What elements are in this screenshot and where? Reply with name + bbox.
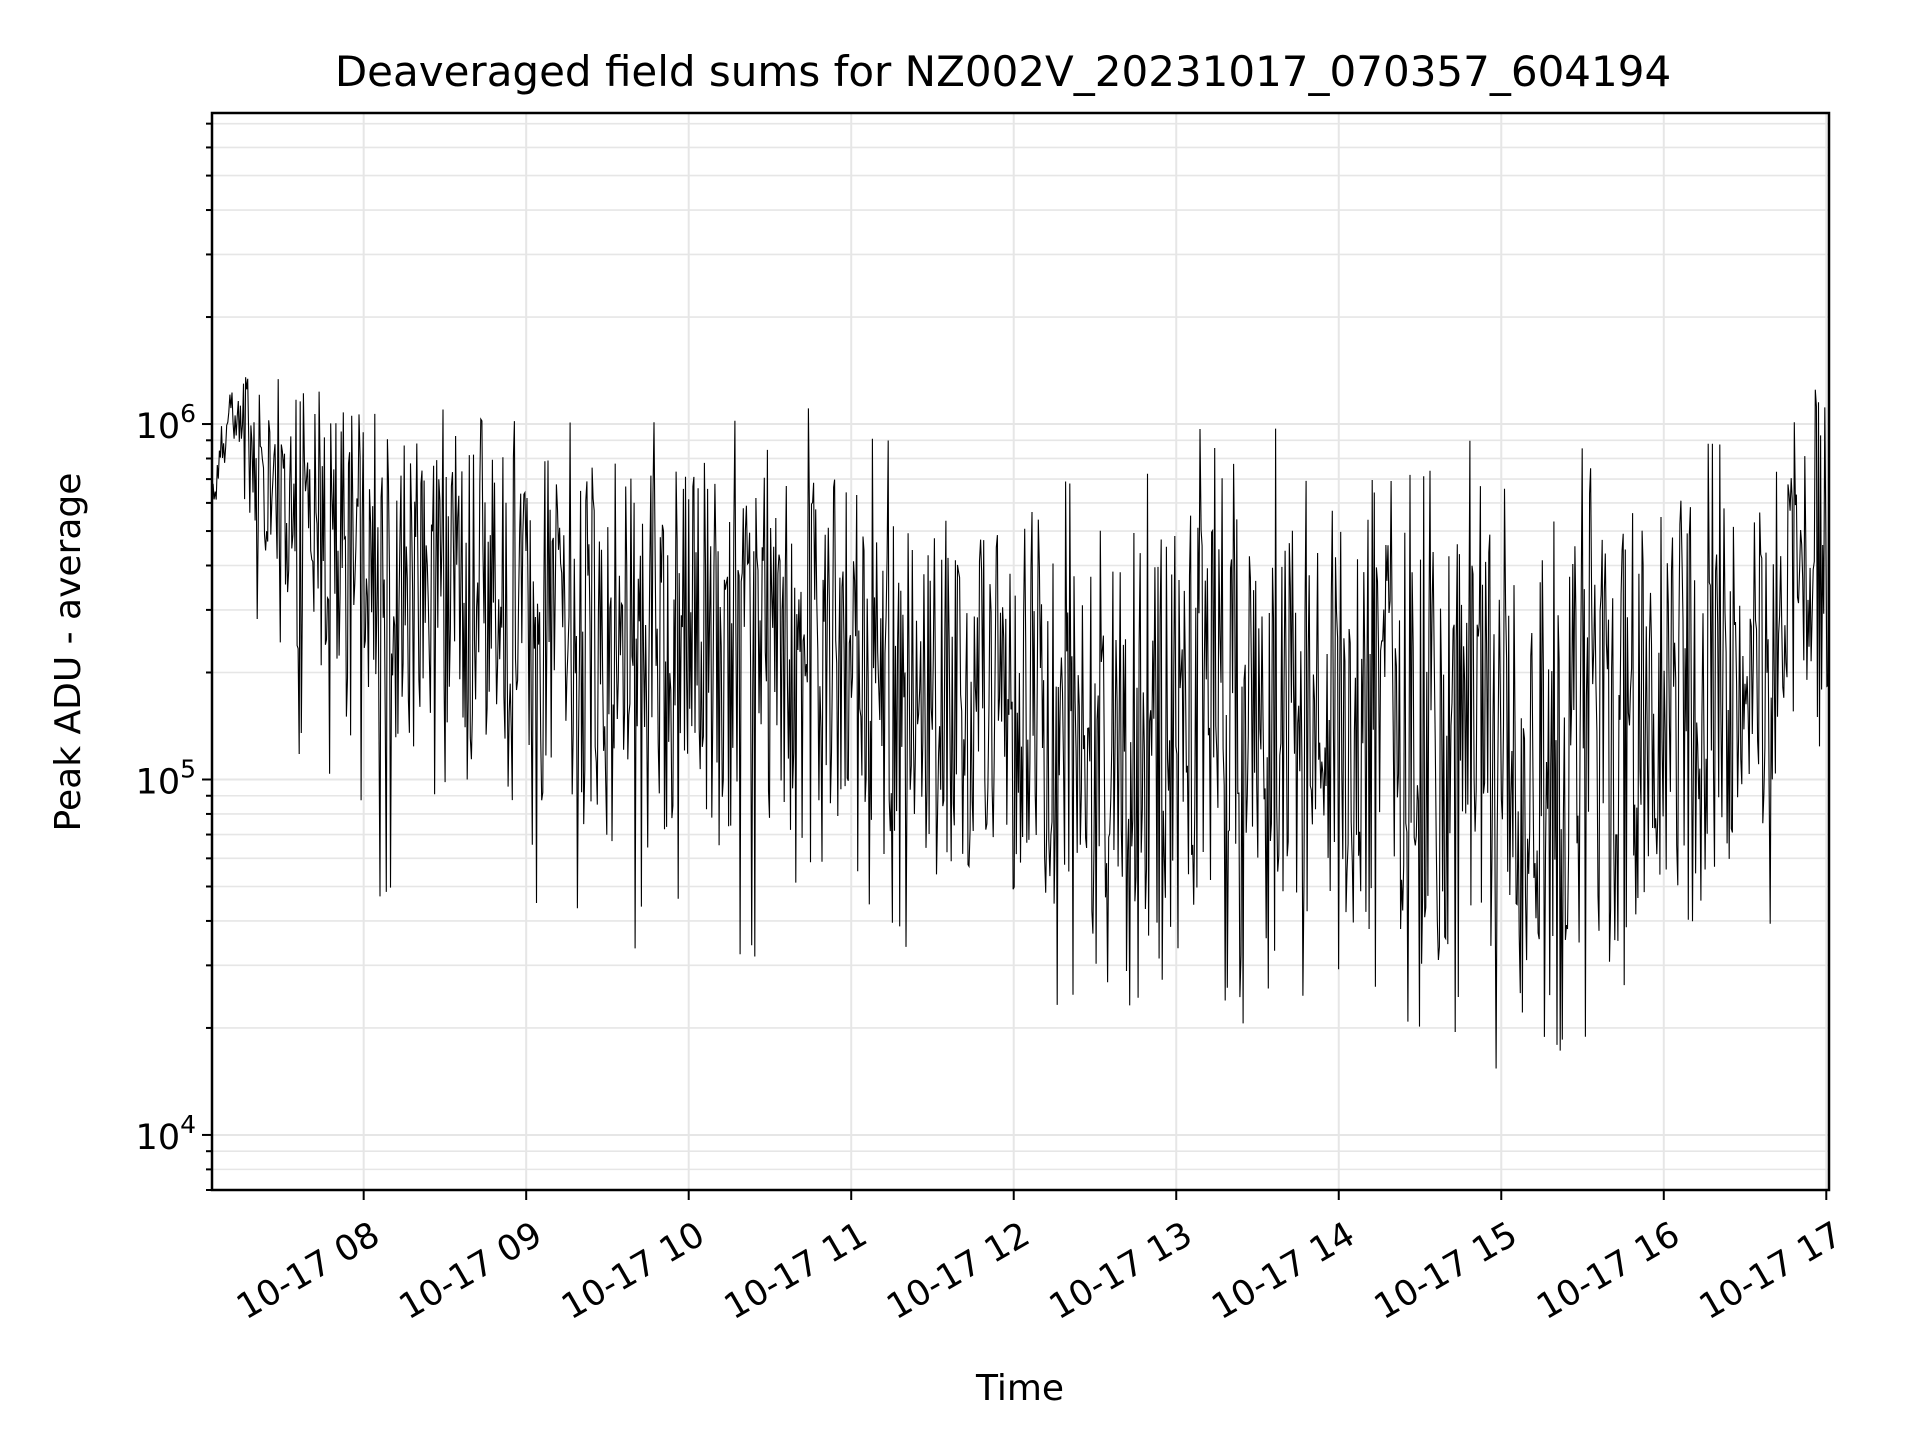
x-tick-label: 10-17 11 bbox=[718, 1215, 874, 1328]
x-tick-label: 10-17 16 bbox=[1530, 1215, 1686, 1328]
y-tick-label: 104 bbox=[136, 1110, 196, 1158]
x-axis-label: Time bbox=[975, 1368, 1064, 1409]
series-line bbox=[211, 373, 1830, 1069]
series-path bbox=[211, 373, 1830, 1069]
y-axis-label: Peak ADU - average bbox=[48, 473, 89, 832]
axis-ticks: 10-17 08 10-17 09 10-17 10 10-17 11 10-17 12… bbox=[136, 122, 1849, 1328]
x-tick-label: 10-17 09 bbox=[393, 1215, 549, 1328]
grid bbox=[212, 113, 1829, 1191]
y-tick-label: 105 bbox=[136, 754, 196, 802]
plot-frame bbox=[210, 111, 1831, 1192]
x-tick-label: 10-17 10 bbox=[555, 1215, 711, 1328]
x-tick-label: 10-17 17 bbox=[1693, 1215, 1849, 1328]
chart-title: Deaveraged field sums for NZ002V_2023101… bbox=[335, 47, 1671, 96]
y-tick-label: 106 bbox=[136, 399, 196, 447]
x-tick-label: 10-17 12 bbox=[880, 1215, 1036, 1328]
x-tick-label: 10-17 08 bbox=[230, 1215, 386, 1328]
x-tick-label: 10-17 14 bbox=[1205, 1215, 1361, 1328]
x-tick-label: 10-17 15 bbox=[1368, 1215, 1524, 1328]
x-tick-label: 10-17 13 bbox=[1043, 1215, 1199, 1328]
